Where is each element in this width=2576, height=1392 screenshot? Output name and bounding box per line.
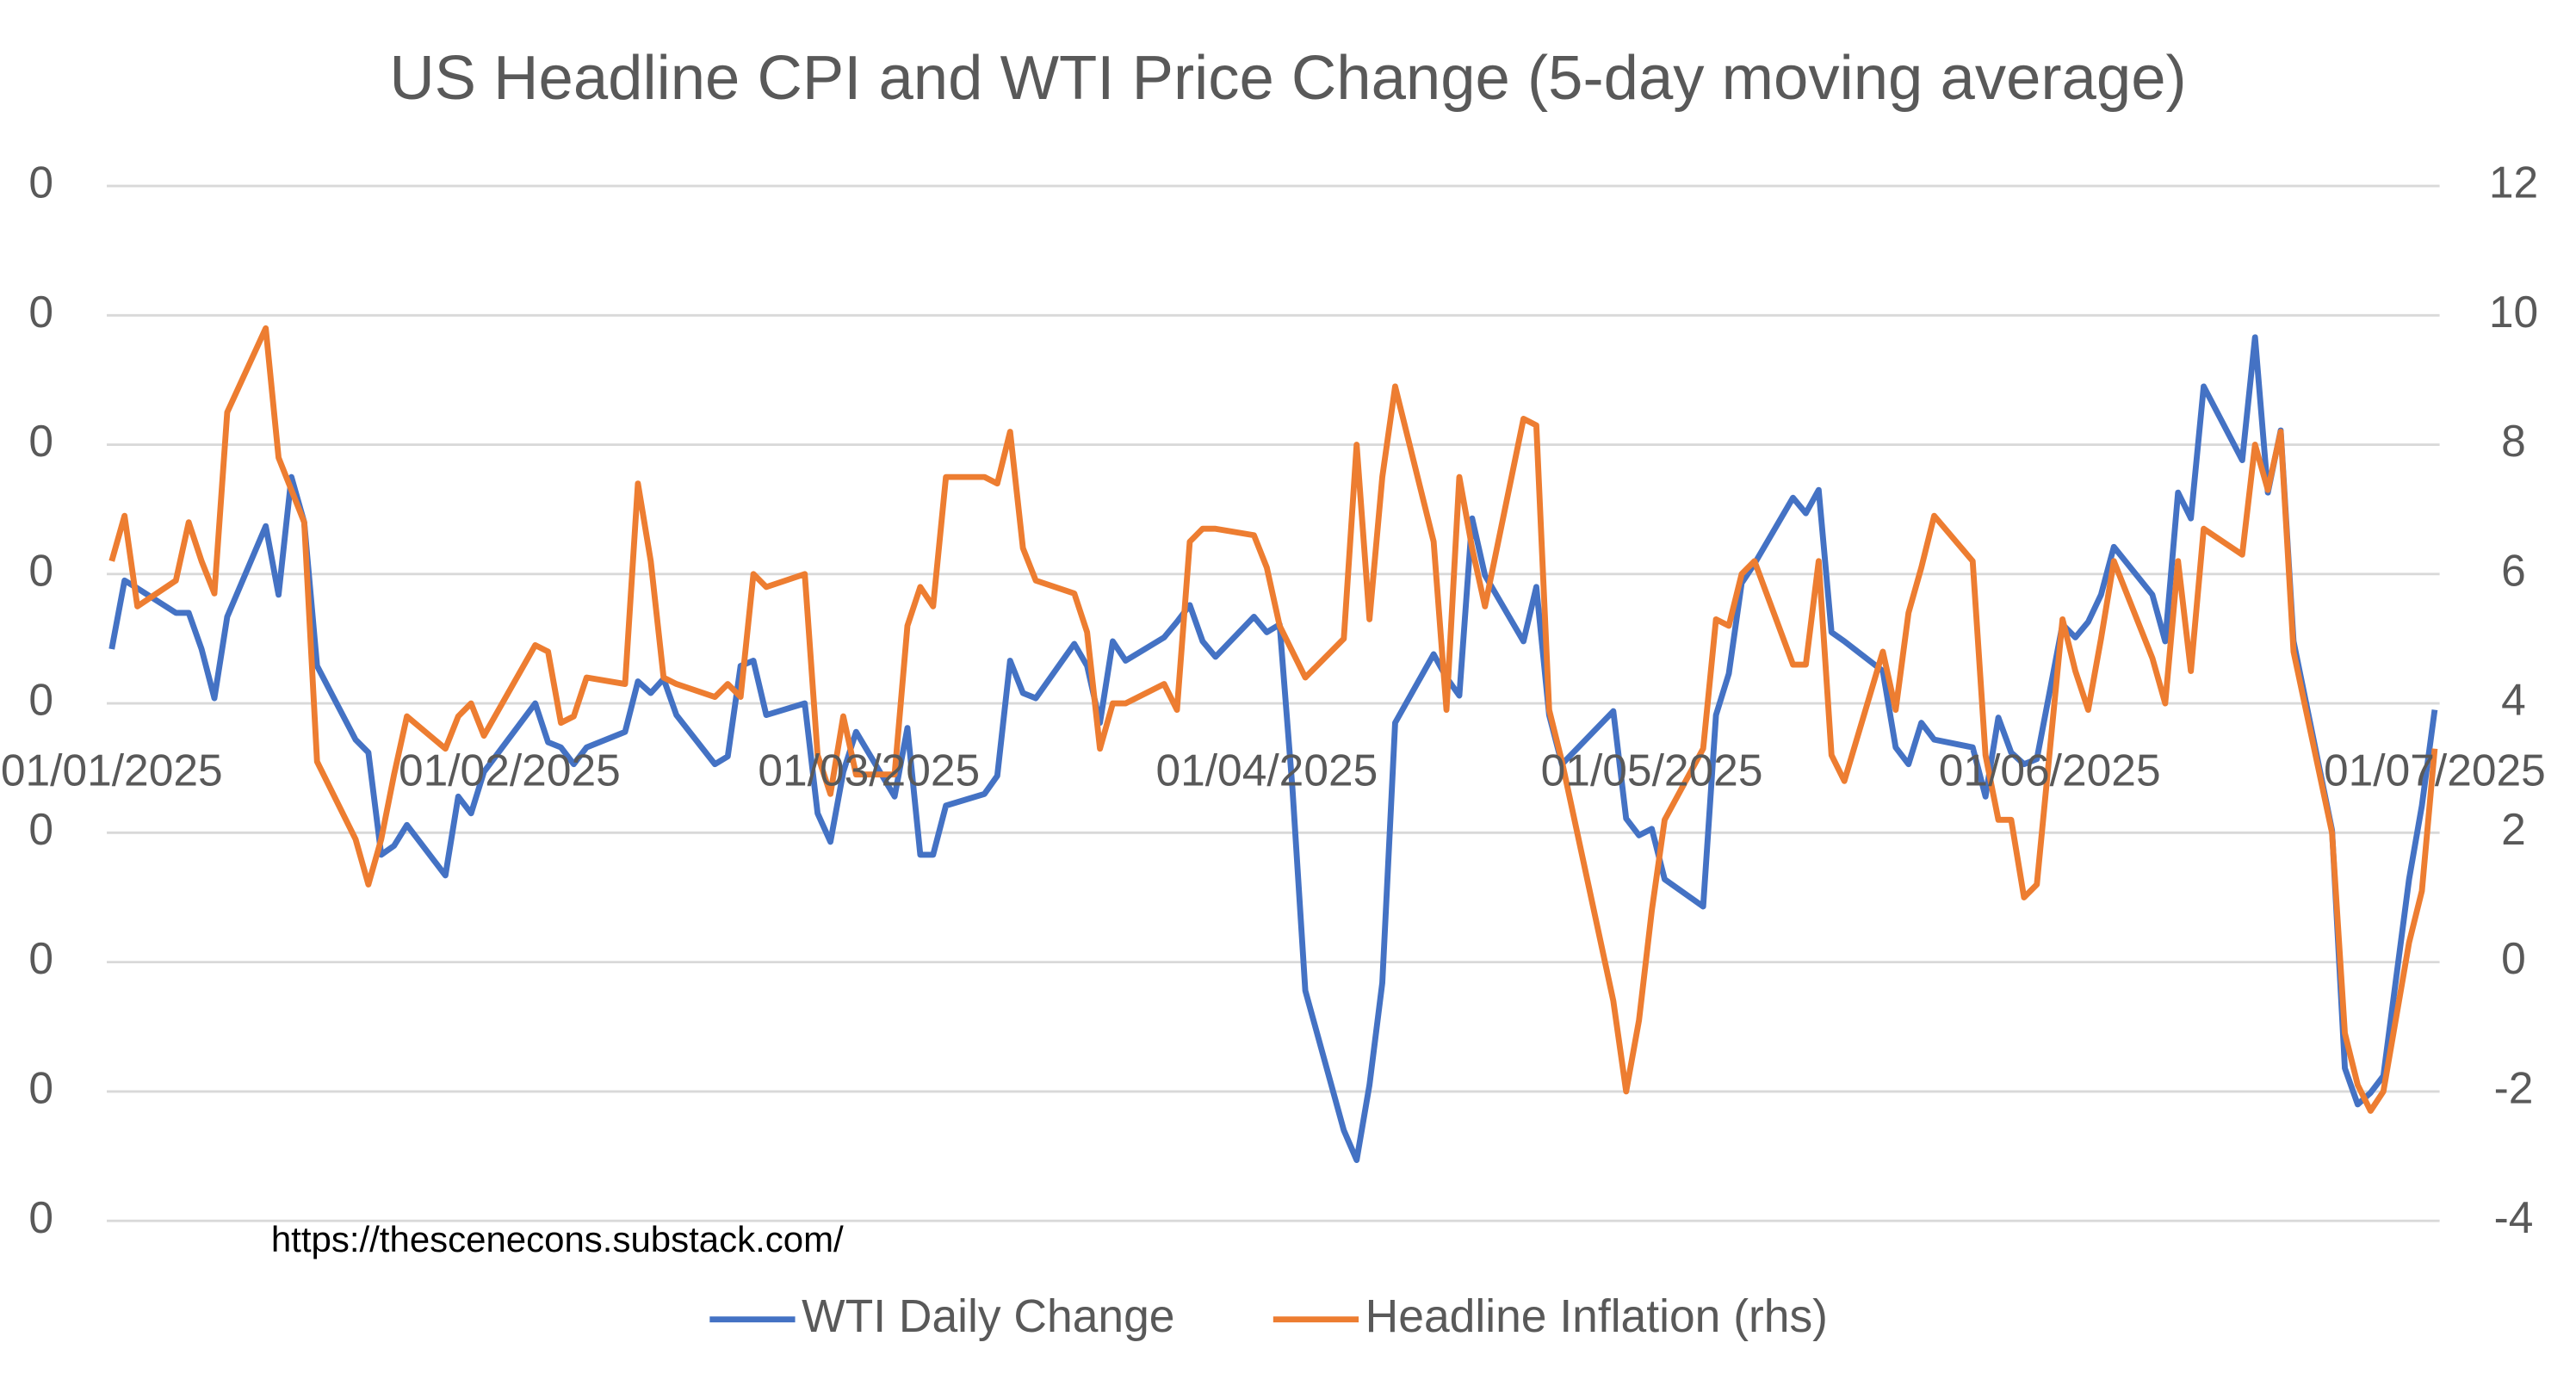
y-tick-label: 0	[28, 675, 53, 725]
x-tick-label: 01/02/2025	[399, 745, 621, 795]
series-line	[108, 325, 2438, 1114]
x-tick-label: 01/01/2025	[1, 745, 223, 795]
y-tick-label: 0	[28, 416, 53, 466]
y-tick-label: 0	[28, 287, 53, 337]
legend-label: Headline Inflation (rhs)	[1365, 1291, 1828, 1342]
x-tick-label: 01/05/2025	[1541, 745, 1763, 795]
y-tick-label: 0	[28, 545, 53, 595]
x-tick-label: 01/07/2025	[2324, 745, 2546, 795]
y-tick-label: 0	[28, 933, 53, 983]
y-tick-label: 0	[28, 804, 53, 854]
y2-tick-label: 12	[2489, 158, 2538, 207]
y2-tick-label: -4	[2494, 1192, 2534, 1242]
y-tick-label: 0	[28, 1192, 53, 1242]
y-tick-label: 0	[28, 1062, 53, 1112]
x-tick-label: 01/03/2025	[758, 745, 980, 795]
x-tick-label: 01/04/2025	[1155, 745, 1378, 795]
y2-tick-label: 6	[2501, 545, 2526, 595]
y2-tick-label: 4	[2501, 675, 2526, 725]
x-tick-label: 01/06/2025	[1939, 745, 2161, 795]
y-tick-label: 0	[28, 158, 53, 207]
y2-tick-label: 2	[2501, 804, 2526, 854]
legend-label: WTI Daily Change	[802, 1291, 1174, 1342]
y2-tick-label: 0	[2501, 933, 2526, 983]
chart-title: US Headline CPI and WTI Price Change (5-…	[389, 43, 2186, 113]
y2-tick-label: -2	[2494, 1062, 2534, 1112]
source-note: https://thescenecons.substack.com/	[271, 1219, 844, 1259]
y2-tick-label: 8	[2501, 416, 2526, 466]
y2-tick-label: 10	[2489, 287, 2538, 337]
series-line	[108, 334, 2438, 1163]
